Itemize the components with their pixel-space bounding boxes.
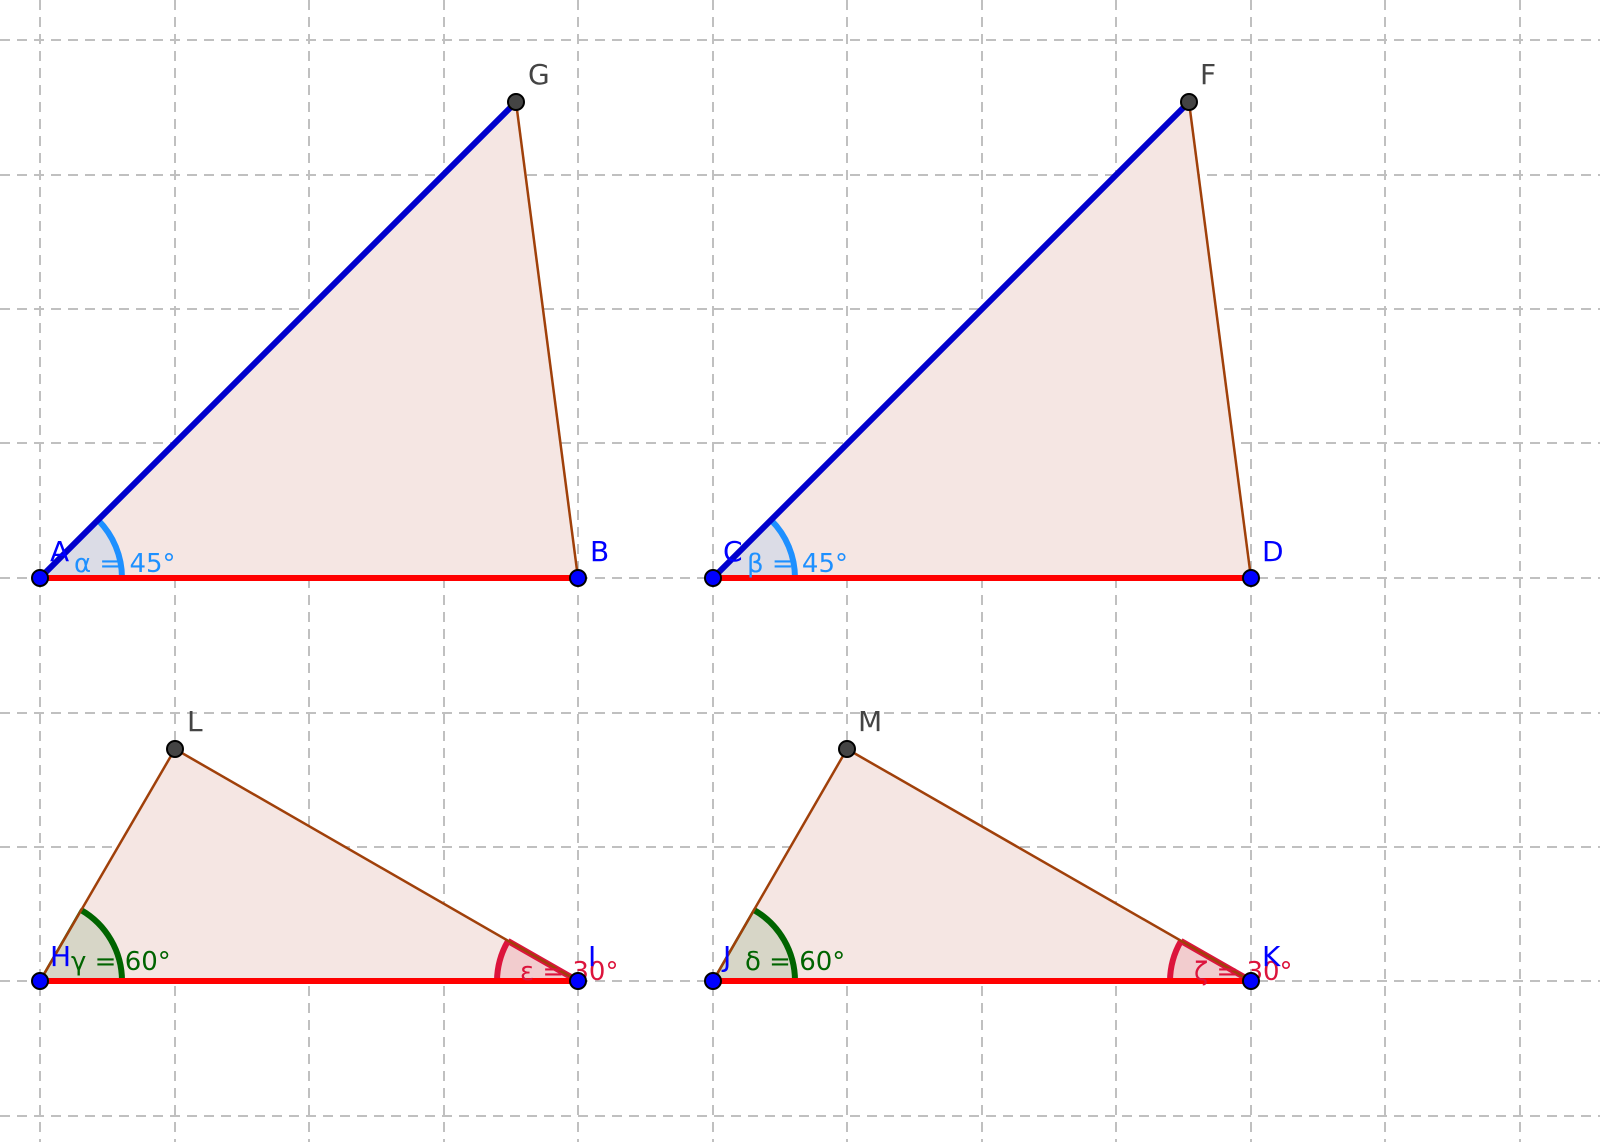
angle-delta-arc[interactable]	[752, 907, 798, 982]
point-j-label: J	[721, 940, 731, 973]
point-g[interactable]	[507, 93, 525, 111]
triangle-cdf-fill	[713, 102, 1251, 578]
point-a-label: A	[50, 535, 69, 568]
segment-df[interactable]	[1187, 101, 1253, 579]
angle-alpha-arc[interactable]	[95, 517, 126, 579]
angle-gamma-arc[interactable]	[79, 907, 125, 982]
point-l-label: L	[187, 705, 203, 738]
angle-delta-label: δ = 60°	[745, 947, 845, 977]
point-c-label: C	[723, 535, 743, 568]
segment-km[interactable]	[846, 747, 1252, 983]
triangle-hil-fill	[40, 749, 578, 981]
triangle-abg-fill	[40, 102, 578, 578]
point-h-label: H	[50, 940, 71, 973]
triangle-cdf[interactable]	[710, 99, 1253, 581]
point-l[interactable]	[166, 740, 184, 758]
triangle-jkm[interactable]	[710, 747, 1253, 984]
angle-beta-arc[interactable]	[768, 517, 799, 579]
point-f-label: F	[1200, 58, 1216, 91]
point-i[interactable]	[569, 972, 587, 990]
segment-ag[interactable]	[37, 99, 519, 581]
point-a[interactable]	[31, 569, 49, 587]
point-d-label: D	[1262, 535, 1284, 568]
point-d[interactable]	[1242, 569, 1260, 587]
triangle-jkm-fill	[713, 749, 1251, 981]
angle-alpha-sector	[40, 520, 123, 578]
angle-beta-sector	[713, 520, 795, 578]
point-b-label: B	[590, 535, 609, 568]
point-k-label: K	[1262, 940, 1281, 973]
point-f[interactable]	[1180, 93, 1198, 111]
point-c[interactable]	[704, 569, 722, 587]
segment-hl[interactable]	[38, 748, 177, 982]
segment-jm[interactable]	[711, 748, 849, 982]
point-m-label: M	[858, 705, 882, 738]
point-i-label: I	[588, 940, 596, 973]
point-h[interactable]	[31, 972, 49, 990]
points	[31, 93, 1260, 990]
angle-alpha-label: α = 45°	[74, 549, 176, 579]
point-j[interactable]	[704, 972, 722, 990]
point-b[interactable]	[569, 569, 587, 587]
point-g-label: G	[528, 58, 550, 91]
segment-cf[interactable]	[710, 99, 1192, 581]
angle-beta-label: β = 45°	[747, 549, 848, 579]
point-k[interactable]	[1242, 972, 1260, 990]
angle-gamma-label: γ = 60°	[71, 947, 171, 977]
segment-il[interactable]	[174, 747, 579, 983]
point-m[interactable]	[838, 740, 856, 758]
triangle-abg[interactable]	[37, 99, 580, 581]
segment-bg[interactable]	[514, 101, 580, 579]
triangle-hil[interactable]	[37, 747, 580, 984]
